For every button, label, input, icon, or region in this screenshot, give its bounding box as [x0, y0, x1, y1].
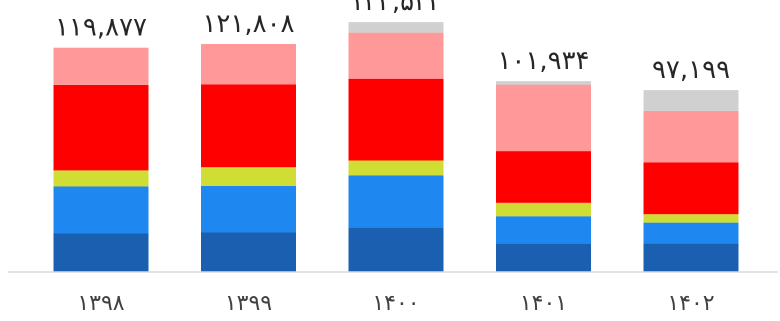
bar-segment-0-0 [53, 233, 149, 272]
bar-segment-4-0 [643, 243, 739, 272]
x-tick-label-2: ۱۴۰۰ [372, 291, 419, 316]
bar-segment-2-3 [348, 78, 444, 161]
bar-segment-2-1 [348, 175, 444, 228]
x-tick-label-1: ۱۳۹۹ [225, 291, 272, 316]
bar-segment-4-1 [643, 222, 739, 244]
bar-segment-2-0 [348, 227, 444, 272]
bar-segment-4-4 [643, 110, 739, 163]
x-tick-label-4: ۱۴۰۲ [667, 291, 714, 316]
total-label-4: ۹۷,۱۹۹ [652, 55, 730, 85]
bar-segment-0-1 [53, 186, 149, 234]
x-tick-label-3: ۱۴۰۱ [520, 291, 567, 316]
x-tick-label-0: ۱۳۹۸ [77, 291, 124, 316]
bar-segment-2-2 [348, 160, 444, 176]
bar-segment-3-1 [496, 216, 591, 244]
bar-segment-3-0 [496, 243, 591, 272]
total-labels-layer: ۱۱۹,۸۷۷ ۱۲۱,۸۰۸ ۱۳۳,۵۴۴ ۱۰۱,۹۳۴ ۹۷,۱۹۹ [55, 0, 730, 85]
bar-segment-3-2 [496, 202, 591, 217]
bar-segment-3-4 [496, 84, 591, 152]
bar-segment-0-4 [53, 47, 149, 85]
bar-segment-1-0 [201, 232, 296, 272]
bar-segment-4-2 [643, 214, 739, 223]
x-tick-labels-layer: ۱۳۹۸ ۱۳۹۹ ۱۴۰۰ ۱۴۰۱ ۱۴۰۲ [77, 291, 714, 316]
total-label-1: ۱۲۱,۸۰۸ [202, 9, 294, 39]
bar-segment-1-4 [201, 44, 296, 85]
bars-layer [53, 22, 739, 272]
bar-segment-4-3 [643, 162, 739, 215]
bar-segment-3-5 [496, 81, 591, 85]
total-label-3: ۱۰۱,۹۳۴ [497, 46, 589, 76]
bar-segment-2-5 [348, 22, 444, 33]
total-label-2: ۱۳۳,۵۴۴ [350, 0, 442, 17]
bar-segment-4-5 [643, 90, 739, 111]
bar-segment-0-2 [53, 170, 149, 187]
bar-segment-1-1 [201, 185, 296, 233]
bar-segment-1-3 [201, 84, 296, 168]
total-label-0: ۱۱۹,۸۷۷ [55, 13, 147, 43]
bar-segment-1-2 [201, 167, 296, 186]
bar-segment-3-3 [496, 151, 591, 203]
bar-segment-0-3 [53, 84, 149, 171]
bar-segment-2-4 [348, 32, 444, 79]
